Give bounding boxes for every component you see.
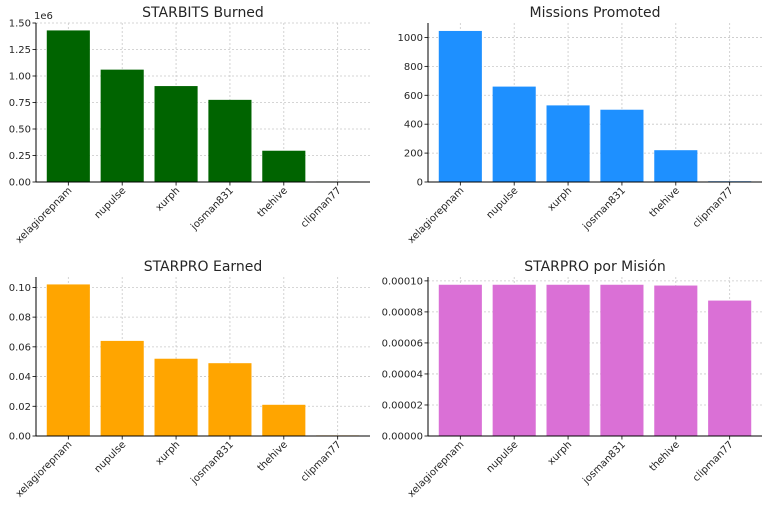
y-tick-label: 0.00010 — [382, 276, 423, 287]
y-axis-offset-text: 1e6 — [34, 11, 53, 22]
chart-title: STARBITS Burned — [142, 5, 264, 21]
bar-clipman77 — [708, 300, 752, 436]
y-tick-label: 800 — [404, 62, 423, 73]
x-tick-label-josman831: josman831 — [188, 185, 236, 233]
bar-thehive — [654, 285, 698, 436]
y-tick-label: 400 — [404, 120, 423, 131]
y-tick-label: 1000 — [398, 33, 423, 44]
x-tick-label-josman831: josman831 — [188, 439, 236, 487]
bar-xelagiorepnam — [46, 284, 90, 436]
bar-xurph — [546, 105, 590, 182]
chart-title: STARPRO por Misión — [524, 259, 666, 275]
chart-panel-starpro-por-mision: 0.00000 0.00002 0.00004 0.00006 0.00008 0.000… — [382, 259, 762, 500]
x-tick-label-xelagiorepnam: xelagiorepnam — [406, 439, 466, 499]
chart-panel-missions-promoted: 0 200 400 600 800 1000 xelagiorepnam nupulse xur… — [398, 5, 762, 246]
bar-nupulse — [100, 340, 144, 436]
bar-thehive — [262, 150, 306, 182]
x-tick-label-nupulse: nupulse — [93, 185, 129, 221]
bar-xelagiorepnam — [438, 30, 482, 183]
y-tick-label: 0.00002 — [382, 400, 423, 411]
x-tick-label-xurph: xurph — [154, 185, 182, 213]
x-tick-label-thehive: thehive — [648, 439, 682, 473]
bar-xurph — [546, 284, 590, 436]
x-tick-label-josman831: josman831 — [580, 439, 628, 487]
bar-josman831 — [208, 363, 252, 436]
x-tick-label-clipman77: clipman77 — [299, 185, 344, 230]
bar-nupulse — [492, 284, 536, 436]
bar-xurph — [154, 86, 198, 182]
y-tick-label: 1.00 — [9, 72, 31, 83]
chart-title: Missions Promoted — [529, 5, 660, 21]
bar-nupulse — [492, 86, 536, 182]
y-tick-label: 0.50 — [9, 125, 31, 136]
y-tick-label: 200 — [404, 149, 423, 160]
x-tick-label-nupulse: nupulse — [485, 185, 521, 221]
y-tick-label: 1.50 — [9, 19, 31, 30]
y-tick-label: 0.04 — [9, 372, 31, 383]
y-tick-label: 1.25 — [9, 45, 31, 56]
x-tick-label-clipman77: clipman77 — [299, 439, 344, 484]
bar-thehive — [654, 150, 698, 182]
bar-nupulse — [100, 69, 144, 182]
y-tick-label: 0.08 — [9, 313, 31, 324]
x-tick-label-xelagiorepnam: xelagiorepnam — [14, 439, 74, 499]
x-tick-label-nupulse: nupulse — [485, 439, 521, 475]
chart-panel-starbits-burned: 0.00 0.25 0.50 0.75 1.00 1.25 1.50 xelagiorepna… — [9, 5, 370, 246]
y-tick-label: 0.10 — [9, 283, 31, 294]
y-tick-label: 600 — [404, 91, 423, 102]
bar-xelagiorepnam — [46, 30, 90, 183]
x-tick-label-thehive: thehive — [256, 439, 290, 473]
bar-thehive — [262, 404, 306, 436]
x-tick-label-josman831: josman831 — [580, 185, 628, 233]
x-tick-label-xurph: xurph — [546, 439, 574, 467]
x-tick-label-xurph: xurph — [546, 185, 574, 213]
bar-josman831 — [600, 109, 644, 182]
x-tick-label-nupulse: nupulse — [93, 439, 129, 475]
y-tick-label: 0.00000 — [382, 432, 423, 443]
bar-xelagiorepnam — [438, 284, 482, 436]
x-tick-label-clipman77: clipman77 — [691, 439, 736, 484]
bar-josman831 — [208, 99, 252, 182]
y-tick-label: 0.00 — [9, 178, 31, 189]
y-tick-label: 0.75 — [9, 98, 31, 109]
y-tick-label: 0.25 — [9, 151, 31, 162]
x-tick-label-clipman77: clipman77 — [691, 185, 736, 230]
y-tick-label: 0.02 — [9, 402, 31, 413]
x-tick-label-thehive: thehive — [256, 185, 290, 219]
chart-panel-starpro-earned: 0.00 0.02 0.04 0.06 0.08 0.10 xelagiorepnam nup… — [9, 259, 370, 500]
y-tick-label: 0.00 — [9, 432, 31, 443]
bar-xurph — [154, 358, 198, 436]
x-tick-label-thehive: thehive — [648, 185, 682, 219]
x-tick-label-xelagiorepnam: xelagiorepnam — [406, 185, 466, 245]
y-tick-label: 0.06 — [9, 342, 31, 353]
x-tick-label-xurph: xurph — [154, 439, 182, 467]
x-tick-label-xelagiorepnam: xelagiorepnam — [14, 185, 74, 245]
y-tick-label: 0.00008 — [382, 307, 423, 318]
y-tick-label: 0.00004 — [382, 369, 423, 380]
y-tick-label: 0 — [417, 178, 423, 189]
chart-title: STARPRO Earned — [144, 259, 263, 275]
bar-josman831 — [600, 284, 644, 436]
y-tick-label: 0.00006 — [382, 338, 423, 349]
